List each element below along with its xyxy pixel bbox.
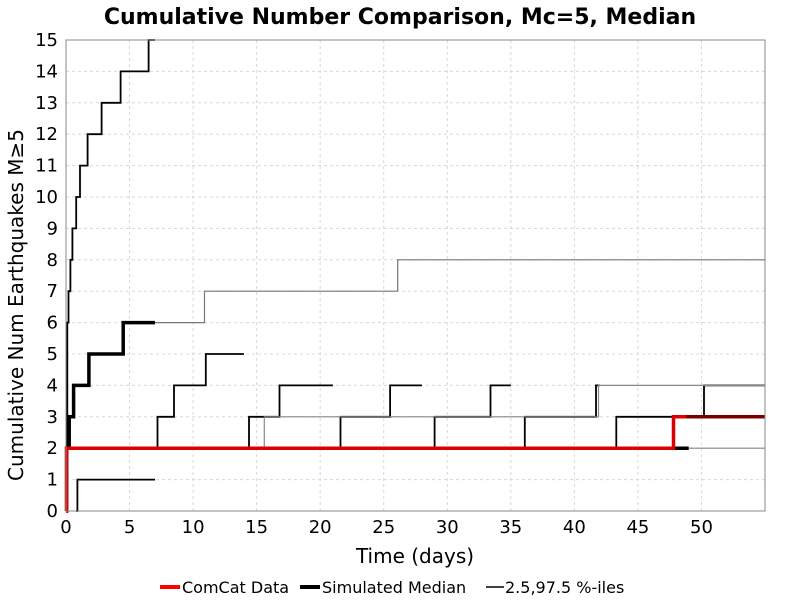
y-tick-label-3: 3: [47, 407, 58, 428]
x-tick-label-10: 50: [690, 517, 713, 538]
series-comcat: [64, 415, 765, 513]
series-p975-a: [66, 39, 155, 512]
legend: ComCat Data Simulated Median 2.5,97.5 %-…: [160, 578, 624, 597]
grid: [66, 40, 765, 511]
y-axis-label: Cumulative Num Earthquakes M≥5: [4, 129, 28, 481]
y-tick-label-8: 8: [47, 250, 58, 271]
legend-label-comcat: ComCat Data: [182, 578, 289, 597]
x-tick-label-5: 25: [372, 517, 395, 538]
x-tick-labels: 0 5 10 15 20 25 30 35 40 45 50: [60, 517, 713, 538]
x-tick-label-8: 40: [563, 517, 586, 538]
x-tick-label-6: 30: [436, 517, 459, 538]
x-tick-label-4: 20: [309, 517, 332, 538]
y-tick-label-4: 4: [47, 375, 58, 396]
y-tick-label-2: 2: [47, 438, 58, 459]
x-tick-label-0: 0: [60, 517, 71, 538]
y-tick-label-0: 0: [47, 501, 58, 522]
y-tick-label-1: 1: [47, 470, 58, 491]
series-p975-b: [155, 353, 244, 450]
y-tick-label-10: 10: [35, 187, 58, 208]
y-tick-label-7: 7: [47, 281, 58, 302]
series-group: [64, 39, 765, 513]
legend-label-percentiles: 2.5,97.5 %-iles: [505, 578, 624, 597]
y-tick-label-15: 15: [35, 30, 58, 51]
y-tick-label-5: 5: [47, 344, 58, 365]
y-tick-label-13: 13: [35, 93, 58, 114]
y-tick-label-9: 9: [47, 218, 58, 239]
chart-title: Cumulative Number Comparison, Mc=5, Medi…: [104, 5, 696, 30]
x-tick-label-9: 45: [626, 517, 649, 538]
y-tick-label-12: 12: [35, 124, 58, 145]
x-tick-label-3: 15: [245, 517, 268, 538]
x-axis-label: Time (days): [355, 544, 474, 568]
series-p025-a: [76, 478, 155, 512]
y-tick-label-14: 14: [35, 61, 58, 82]
x-tick-label-7: 35: [499, 517, 522, 538]
legend-label-median: Simulated Median: [322, 578, 466, 597]
plot-frame: [65, 39, 766, 512]
series-median-b: [155, 259, 765, 324]
x-tick-label-2: 10: [182, 517, 205, 538]
y-tick-label-6: 6: [47, 313, 58, 334]
x-tick-label-1: 5: [124, 517, 135, 538]
y-tick-label-11: 11: [35, 156, 58, 177]
